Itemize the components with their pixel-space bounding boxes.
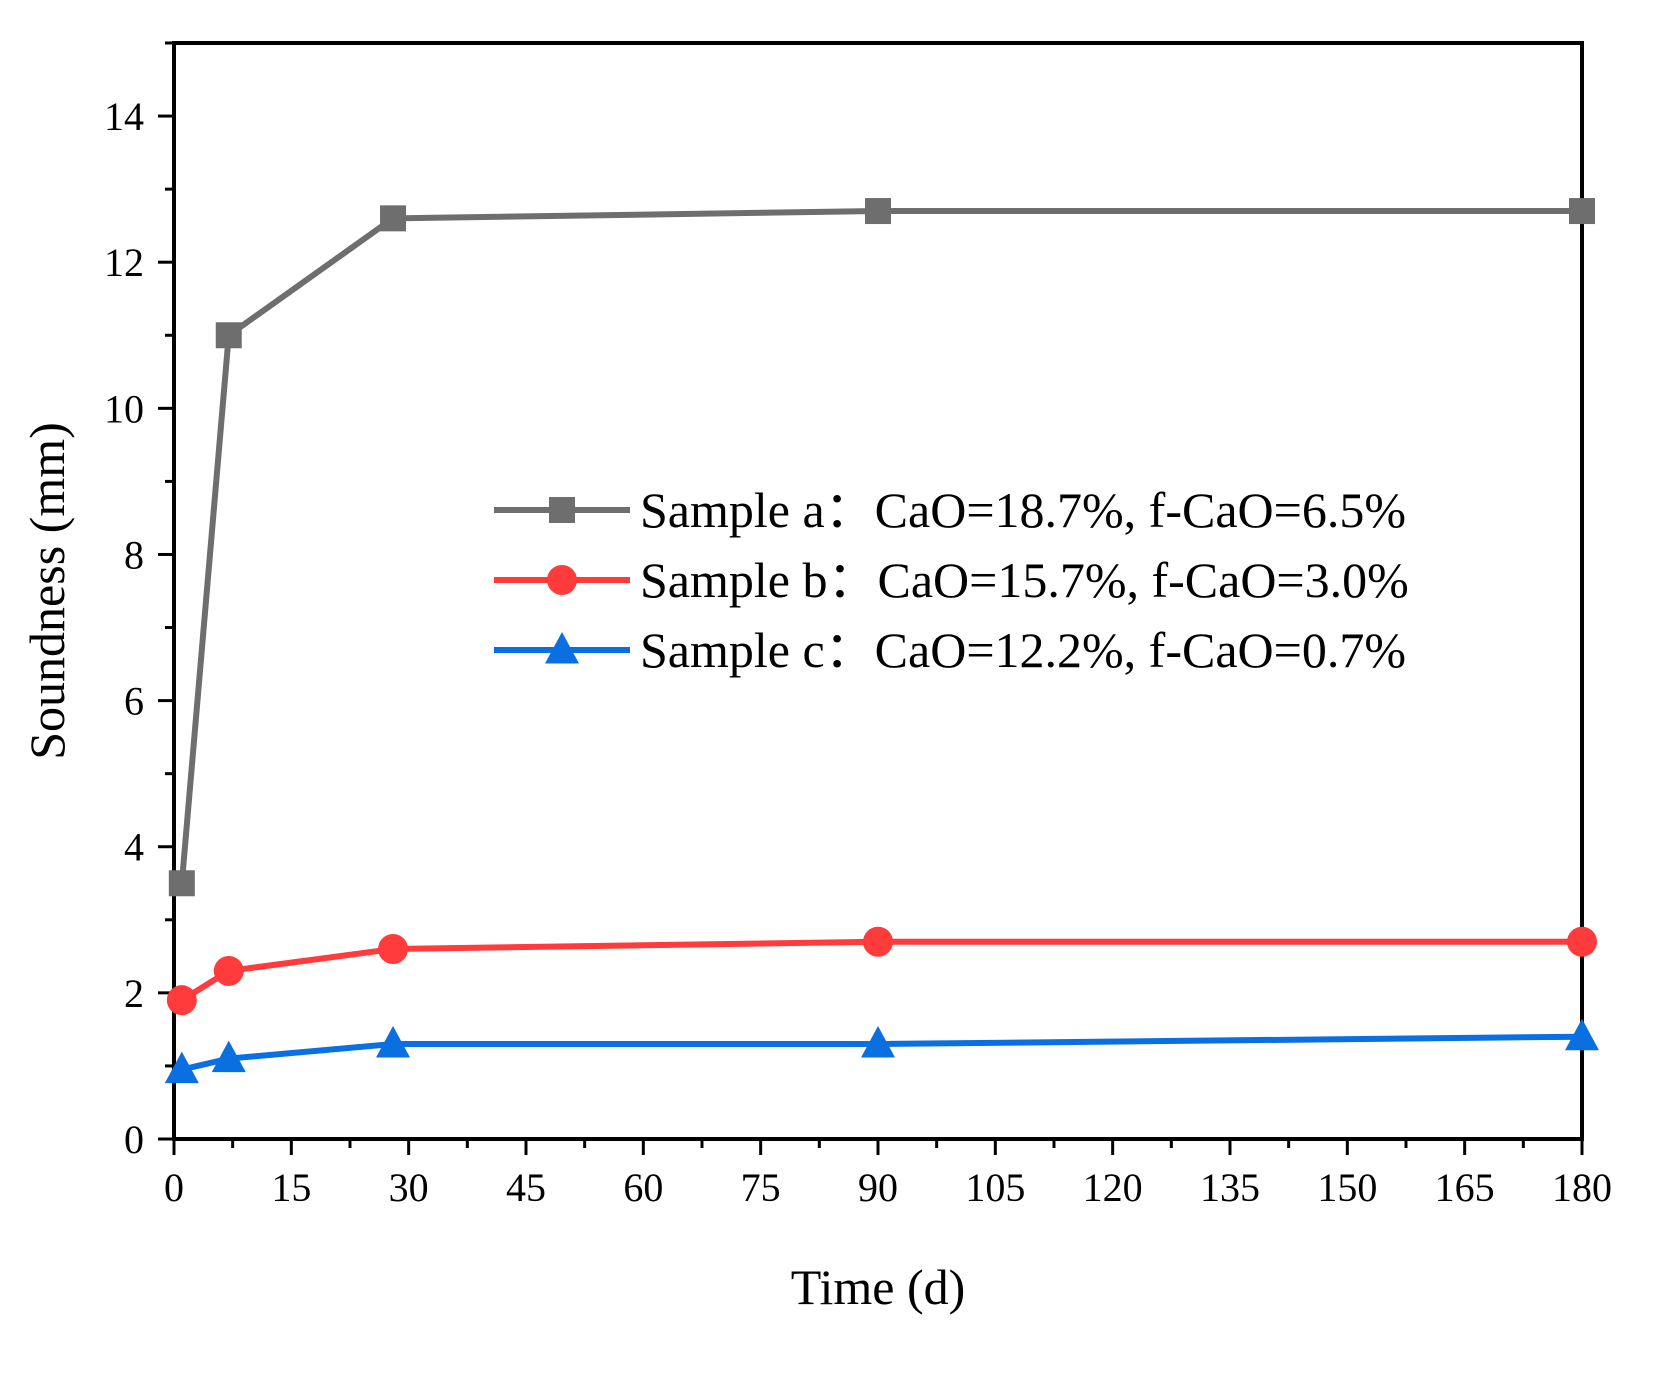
sample-b-point [166,985,197,1016]
y-tick-label: 8 [124,532,144,577]
sample-c-point [861,1026,895,1058]
x-tick-label: 75 [741,1165,781,1210]
legend-label: Sample b：CaO=15.7%, f-CaO=3.0% [640,552,1409,608]
sample-a-point [215,322,242,349]
x-tick-label: 0 [164,1165,184,1210]
y-tick-label: 14 [104,94,144,139]
x-tick-label: 45 [506,1165,546,1210]
y-tick-label: 10 [104,386,144,431]
legend-label: Sample a：CaO=18.7%, f-CaO=6.5% [640,482,1406,538]
y-axis-title: Soundness (mm) [19,422,75,760]
x-tick-label: 180 [1552,1165,1612,1210]
sample-c-point [164,1051,199,1084]
sample-a-point [1569,198,1595,225]
sample-c-point [376,1026,411,1058]
sample-b-point [213,955,244,986]
legend-item-sample-c: Sample c：CaO=12.2%, f-CaO=0.7% [494,622,1406,678]
legend-marker [545,632,579,664]
x-tick-label: 120 [1083,1165,1143,1210]
sample-a-point [380,205,407,232]
y-tick-label: 0 [124,1117,144,1162]
x-tick-label: 15 [271,1165,311,1210]
y-tick-label: 2 [124,971,144,1016]
x-axis-title: Time (d) [791,1259,966,1315]
sample-a-point [168,870,195,897]
sample-a-point [865,198,891,225]
x-tick-label: 105 [965,1165,1025,1210]
sample-b-point [1567,926,1597,957]
legend-marker [549,497,575,523]
legend-item-sample-b: Sample b：CaO=15.7%, f-CaO=3.0% [494,552,1409,608]
sample-c-point [1565,1018,1599,1051]
y-tick-label: 6 [124,679,144,724]
sample-b-point [863,926,893,957]
series-sample-c [164,1018,1599,1084]
y-tick-label: 12 [104,240,144,285]
sample-a-line [178,208,1582,884]
sample-b-point [378,934,409,965]
x-tick-label: 135 [1200,1165,1260,1210]
legend-marker [547,565,577,595]
x-tick-label: 30 [389,1165,429,1210]
sample-c-point [211,1040,246,1073]
x-tick-label: 150 [1317,1165,1377,1210]
y-tick-label: 4 [124,825,144,870]
series-sample-b [166,926,1597,1016]
legend-item-sample-a: Sample a：CaO=18.7%, f-CaO=6.5% [494,482,1406,538]
x-tick-label: 60 [623,1165,663,1210]
series-sample-a [168,198,1595,897]
legend-label: Sample c：CaO=12.2%, f-CaO=0.7% [640,622,1406,678]
x-tick-label: 165 [1435,1165,1495,1210]
x-tick-label: 90 [858,1165,898,1210]
